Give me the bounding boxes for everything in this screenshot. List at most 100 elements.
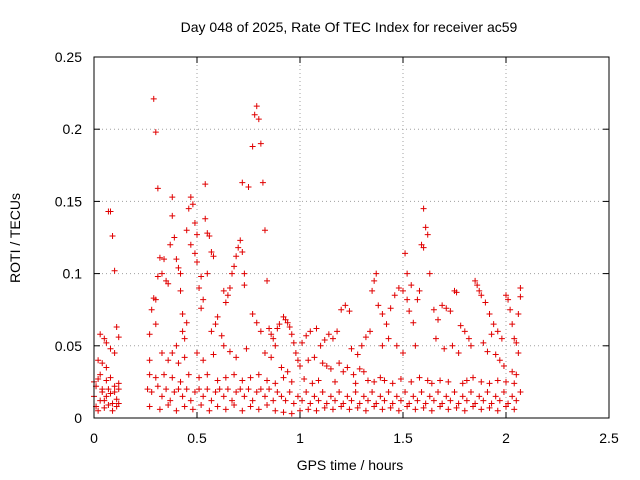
- x-tick-label: 1: [296, 430, 304, 446]
- data-point: [284, 368, 291, 375]
- data-point: [173, 256, 180, 263]
- data-point: [503, 378, 509, 385]
- data-point: [204, 270, 211, 277]
- data-point: [360, 368, 367, 375]
- data-point: [517, 389, 524, 396]
- data-point: [175, 264, 182, 271]
- data-point: [364, 377, 371, 384]
- data-point: [194, 231, 200, 238]
- data-point: [299, 339, 306, 346]
- data-point: [290, 339, 297, 346]
- data-point: [507, 306, 514, 313]
- data-point: [109, 233, 116, 240]
- data-point: [154, 383, 161, 390]
- data-point: [247, 403, 254, 410]
- data-point: [152, 321, 159, 328]
- data-point: [393, 393, 400, 400]
- data-point: [255, 116, 262, 123]
- data-point: [216, 386, 223, 393]
- data-point: [329, 335, 336, 342]
- data-point: [513, 371, 520, 378]
- data-point: [408, 282, 415, 289]
- data-point: [404, 270, 411, 277]
- data-point: [237, 237, 244, 244]
- data-point: [334, 328, 341, 335]
- data-point: [305, 357, 312, 364]
- data-point: [321, 404, 328, 411]
- data-point: [303, 332, 310, 339]
- data-point: [435, 316, 442, 323]
- data-point: [158, 270, 165, 277]
- data-point: [416, 287, 423, 294]
- data-point: [294, 357, 301, 364]
- data-point: [169, 350, 176, 357]
- data-point: [467, 389, 474, 396]
- data-point: [478, 378, 485, 385]
- data-point: [261, 227, 268, 234]
- y-tick-label: 0.1: [63, 266, 83, 282]
- data-point: [383, 321, 390, 328]
- data-point: [379, 406, 386, 413]
- data-point: [342, 302, 349, 309]
- data-point: [395, 407, 402, 414]
- data-point: [154, 185, 161, 192]
- data-point: [259, 179, 266, 186]
- data-point: [327, 393, 334, 400]
- data-point: [509, 368, 516, 375]
- data-point: [115, 400, 122, 407]
- data-point: [488, 400, 495, 407]
- data-point: [181, 335, 188, 342]
- data-point: [208, 328, 215, 335]
- data-point: [165, 357, 172, 364]
- data-point: [428, 380, 435, 387]
- data-point: [103, 339, 110, 346]
- data-point: [346, 308, 353, 315]
- data-point: [210, 351, 217, 358]
- data-point: [336, 360, 343, 367]
- data-point: [371, 277, 378, 284]
- data-point: [270, 335, 277, 342]
- data-point: [350, 371, 357, 378]
- data-point: [210, 253, 217, 260]
- data-point: [447, 397, 454, 404]
- data-point: [280, 409, 287, 416]
- data-point: [161, 371, 168, 378]
- data-point: [467, 342, 474, 349]
- data-point: [183, 319, 190, 326]
- data-point: [402, 389, 409, 396]
- data-point: [369, 287, 376, 294]
- data-point: [156, 406, 163, 413]
- grid-lines: [94, 57, 609, 418]
- data-point: [484, 389, 491, 396]
- data-point: [196, 285, 203, 292]
- data-point: [113, 324, 120, 331]
- data-point: [418, 389, 425, 396]
- x-tick-label: 0: [90, 430, 98, 446]
- data-point: [397, 376, 404, 383]
- data-point: [474, 282, 481, 289]
- data-point: [272, 342, 279, 349]
- data-point: [404, 296, 411, 303]
- data-point: [189, 201, 196, 208]
- data-point: [202, 181, 209, 188]
- data-point: [354, 351, 361, 358]
- data-point: [420, 404, 427, 411]
- data-point: [387, 404, 394, 411]
- data-point: [235, 244, 242, 251]
- data-point: [95, 357, 102, 364]
- data-point: [214, 313, 221, 320]
- data-point: [212, 321, 219, 328]
- data-point: [426, 393, 433, 400]
- data-point: [301, 376, 308, 383]
- data-point: [115, 386, 122, 393]
- data-point: [218, 332, 225, 339]
- data-point: [319, 360, 326, 367]
- data-point: [111, 389, 118, 396]
- data-point: [416, 374, 423, 381]
- data-point: [220, 287, 227, 294]
- data-point: [492, 393, 499, 400]
- data-point: [303, 389, 310, 396]
- data-point: [509, 393, 516, 400]
- data-point: [492, 351, 499, 358]
